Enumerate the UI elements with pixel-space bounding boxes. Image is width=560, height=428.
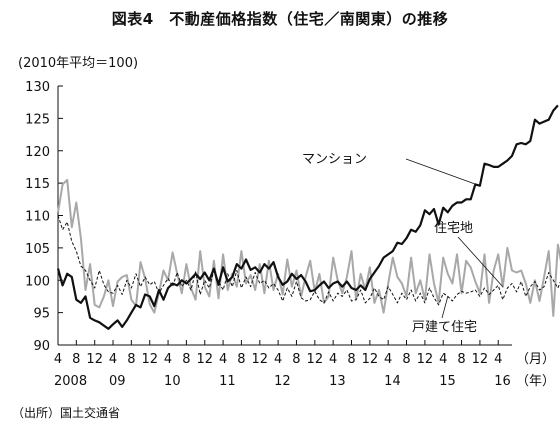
chart-title: 図表4 不動産価格指数（住宅／南関東）の推移 xyxy=(111,10,449,28)
x-year-label: 2008 xyxy=(54,374,87,389)
x-month-label: 4 xyxy=(109,352,117,367)
series-line-2 xyxy=(56,104,559,330)
y-tick-label: 105 xyxy=(25,242,50,257)
x-month-label: 4 xyxy=(54,352,62,367)
x-month-label: 8 xyxy=(237,352,245,367)
x-month-label: 12 xyxy=(472,352,489,367)
y-tick-label: 90 xyxy=(33,339,50,354)
y-tick-label: 110 xyxy=(25,210,50,225)
chart-series xyxy=(56,104,560,330)
x-year-label: 15 xyxy=(439,374,456,389)
x-year-label: 12 xyxy=(274,374,291,389)
x-month-label: 4 xyxy=(164,352,172,367)
x-month-label: 8 xyxy=(402,352,410,367)
y-tick-label: 120 xyxy=(25,145,50,160)
annotation-leader-line xyxy=(457,236,504,287)
x-month-label: 8 xyxy=(457,352,465,367)
annotation-leader-line xyxy=(405,158,481,187)
x-month-label: 12 xyxy=(141,352,158,367)
x-year-label: 14 xyxy=(384,374,401,389)
x-month-label: 4 xyxy=(494,352,502,367)
x-year-label: 13 xyxy=(329,374,346,389)
x-year-label: 16 xyxy=(494,374,511,389)
x-month-label: 12 xyxy=(252,352,269,367)
source-note: （出所）国土交通省 xyxy=(12,406,121,420)
series-label-0: マンション xyxy=(302,152,367,167)
x-month-label: 4 xyxy=(219,352,227,367)
x-year-label: 09 xyxy=(109,374,126,389)
series-label-2: 戸建て住宅 xyxy=(412,320,477,335)
y-tick-label: 95 xyxy=(33,307,50,322)
x-year-label: 10 xyxy=(164,374,181,389)
x-month-label: 8 xyxy=(72,352,80,367)
x-month-label: 8 xyxy=(127,352,135,367)
x-month-label: 4 xyxy=(384,352,392,367)
x-month-label: 12 xyxy=(362,352,379,367)
x-month-unit: （月） xyxy=(516,352,555,367)
series-line-1 xyxy=(57,215,560,306)
x-year-label: 11 xyxy=(219,374,236,389)
y-tick-label: 130 xyxy=(25,80,50,95)
x-month-label: 4 xyxy=(329,352,337,367)
y-tick-label: 125 xyxy=(25,112,50,127)
y-tick-label: 115 xyxy=(25,177,50,192)
x-month-label: 12 xyxy=(86,352,103,367)
series-line-0 xyxy=(57,178,560,317)
x-month-label: 8 xyxy=(292,352,300,367)
x-year-unit: （年） xyxy=(516,374,555,389)
x-month-label: 4 xyxy=(274,352,282,367)
series-label-1: 住宅地 xyxy=(434,221,473,236)
x-month-label: 4 xyxy=(439,352,447,367)
x-month-label: 8 xyxy=(182,352,190,367)
x-month-label: 8 xyxy=(347,352,355,367)
x-month-label: 12 xyxy=(417,352,434,367)
y-tick-label: 100 xyxy=(25,274,50,289)
x-month-label: 12 xyxy=(196,352,213,367)
annotation-leader-line xyxy=(441,296,449,319)
y-axis-unit-label: (2010年平均＝100) xyxy=(18,56,139,71)
x-month-label: 12 xyxy=(307,352,324,367)
